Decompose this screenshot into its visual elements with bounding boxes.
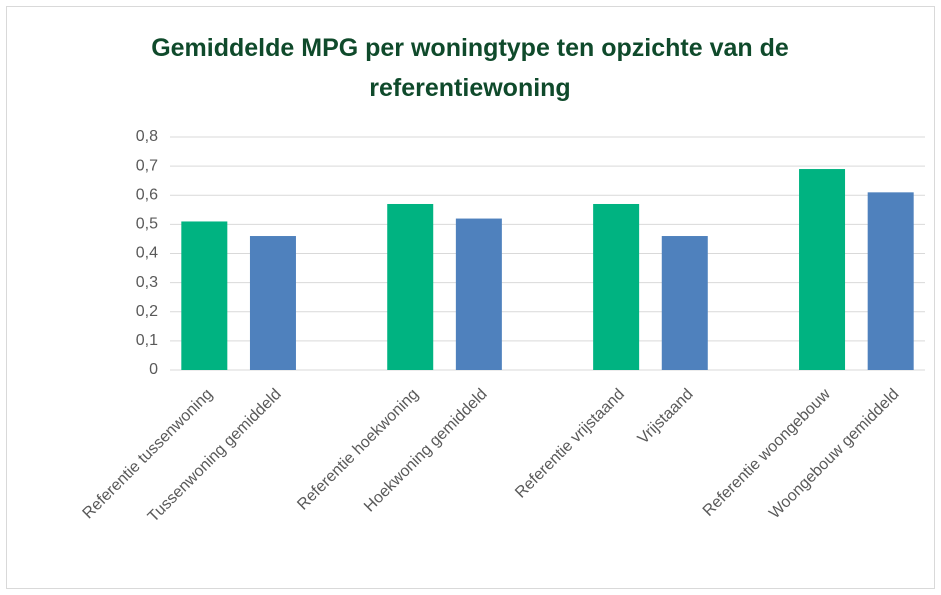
- y-tick-label: 0,6: [136, 186, 158, 203]
- x-tick-label: Referentie tussenwoning: [80, 386, 217, 523]
- x-tick-label: Referentie vrijstaand: [512, 386, 628, 502]
- y-tick-label: 0,4: [136, 245, 158, 262]
- bar: [867, 192, 914, 370]
- x-tick-label: Woongebouw gemiddeld: [766, 386, 902, 522]
- x-tick-label: Vrijstaand: [635, 386, 697, 448]
- y-tick-label: 0: [149, 361, 158, 378]
- bar: [387, 203, 434, 370]
- y-tick-label: 0,7: [136, 157, 158, 174]
- y-tick-label: 0,5: [136, 216, 158, 233]
- chart-title: Gemiddelde MPG per woningtype ten opzich…: [151, 34, 789, 102]
- x-tick-label: Referentie hoekwoning: [294, 386, 422, 514]
- bar: [249, 236, 296, 370]
- bar: [181, 221, 228, 370]
- y-tick-label: 0,8: [136, 128, 158, 145]
- bar: [661, 236, 708, 370]
- y-tick-label: 0,1: [136, 332, 158, 349]
- x-tick-label: Hoekwoning gemiddeld: [361, 386, 491, 516]
- y-tick-label: 0,2: [136, 303, 158, 320]
- bar: [799, 169, 846, 370]
- bar: [593, 203, 640, 370]
- bar: [455, 218, 502, 370]
- chart-border: [6, 6, 935, 589]
- y-tick-label: 0,3: [136, 274, 158, 291]
- x-tick-label: Referentie woongebouw: [700, 385, 834, 519]
- x-tick-label: Tussenwoning gemiddeld: [145, 386, 285, 526]
